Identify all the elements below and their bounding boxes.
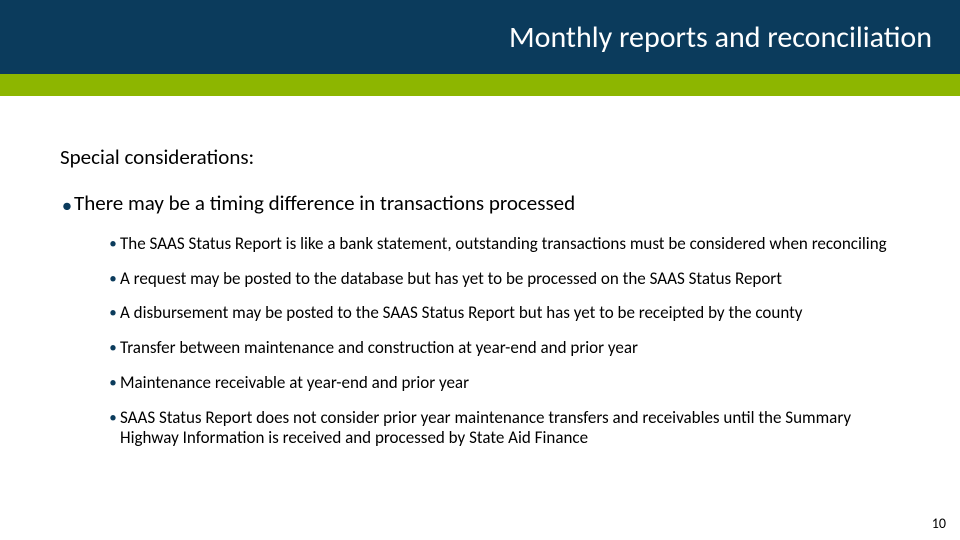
bullet-dot-icon: • [106, 303, 120, 321]
bullet-level1: • There may be a timing difference in tr… [60, 190, 900, 216]
bullet-text: The SAAS Status Report is like a bank st… [120, 234, 900, 255]
bullet-level2: • Maintenance receivable at year-end and… [106, 373, 900, 394]
bullet-dot-icon: • [106, 373, 120, 391]
slide-content: Special considerations: • There may be a… [0, 96, 960, 449]
bullet-dot-icon: • [106, 269, 120, 287]
bullet-text: Maintenance receivable at year-end and p… [120, 373, 900, 394]
bullet-dot-icon: • [106, 234, 120, 252]
section-title: Special considerations: [60, 144, 900, 170]
bullet-text: There may be a timing difference in tran… [74, 190, 900, 216]
bullet-text: SAAS Status Report does not consider pri… [120, 408, 900, 449]
bullet-level2: • A request may be posted to the databas… [106, 269, 900, 290]
title-band: Monthly reports and reconciliation [0, 0, 960, 74]
slide-header: Monthly reports and reconciliation [0, 0, 960, 96]
accent-band [0, 74, 960, 96]
page-number: 10 [932, 515, 946, 532]
bullet-dot-icon: • [106, 338, 120, 356]
bullet-level2: • The SAAS Status Report is like a bank … [106, 234, 900, 255]
bullet-level2: • A disbursement may be posted to the SA… [106, 303, 900, 324]
bullet-text: A disbursement may be posted to the SAAS… [120, 303, 900, 324]
bullet-dot-icon: • [60, 190, 74, 216]
bullet-dot-icon: • [106, 408, 120, 426]
bullet-level2: • Transfer between maintenance and const… [106, 338, 900, 359]
slide: Monthly reports and reconciliation Speci… [0, 0, 960, 540]
bullet-text: A request may be posted to the database … [120, 269, 900, 290]
bullet-text: Transfer between maintenance and constru… [120, 338, 900, 359]
slide-title: Monthly reports and reconciliation [509, 19, 932, 56]
bullet-level2: • SAAS Status Report does not consider p… [106, 408, 900, 449]
